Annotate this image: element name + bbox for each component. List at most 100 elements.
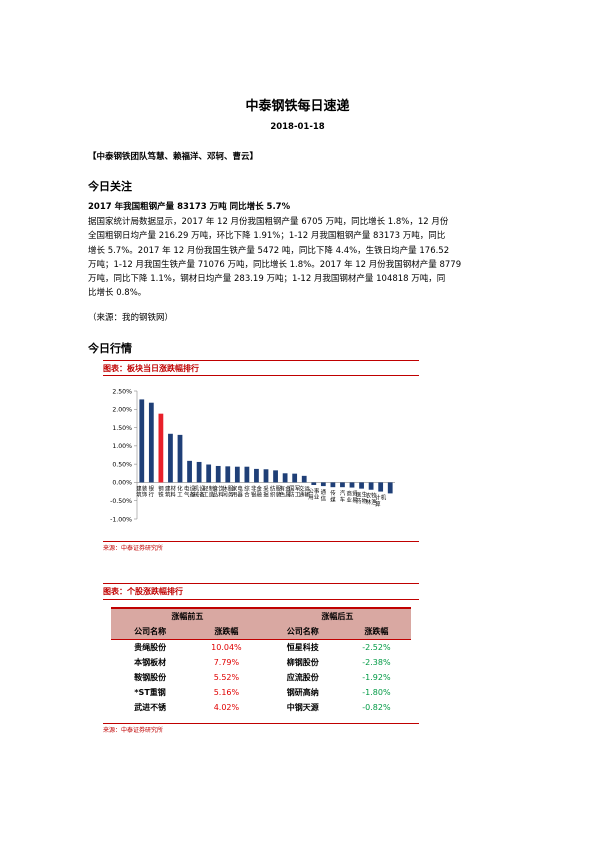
table-row: 武进不锈 4.02% 中钢天源 -0.82% (111, 700, 411, 715)
x-tick-label: 汽车 (340, 489, 346, 503)
sector-bar-chart: -1.00% -0.50% 0.00% 0.50% 1.00% 1.50% 2.00% 2.5… (110, 388, 395, 523)
x-tick-label: 建筑装饰 (136, 484, 148, 498)
figure-source: 来源：中泰证券研究所 (103, 545, 164, 552)
x-tick-label: 非银金融 (251, 484, 263, 498)
figure-top-rule (103, 583, 419, 584)
bar-9 (215, 465, 221, 483)
top-company-name: 贵绳股份 (134, 643, 167, 652)
bar-14 (263, 469, 269, 483)
bottom-company-name: 中钢天源 (286, 703, 319, 712)
news-source: （来源：我的钢铁网） (88, 313, 174, 323)
bar-5 (177, 434, 183, 483)
bar-4 (168, 433, 173, 483)
x-tick-label: 交通运输 (299, 484, 311, 498)
bar-21 (330, 482, 336, 488)
top-company-name: 武进不锈 (134, 703, 167, 712)
y-tick-label: 0.00% (112, 480, 132, 487)
x-tick-label: 商业贸易 (347, 490, 359, 504)
x-tick-label: 纺织服装 (270, 484, 282, 498)
report-title: 中泰钢铁每日速递 (245, 99, 350, 114)
x-tick-label: 食品饮料 (213, 484, 225, 498)
figure-caption: 图表：板块当日涨跌幅排行 (103, 364, 199, 373)
x-tick-label: 国防军工 (289, 485, 301, 498)
bar-19 (311, 482, 317, 485)
y-tick-label: 2.00% (112, 407, 132, 414)
top-company-change: 7.79% (213, 658, 240, 667)
figure-source: 来源：中泰证券研究所 (103, 727, 164, 734)
bar-3 (158, 413, 164, 483)
bar-2 (148, 402, 154, 483)
y-tick-label: 2.50% (112, 388, 132, 395)
bar-18 (301, 475, 307, 483)
bottom-company-change: -1.92% (362, 673, 391, 682)
bar-12 (244, 466, 250, 483)
bar-13 (254, 468, 259, 483)
bar-1 (139, 399, 145, 483)
top-company-change: 4.02% (213, 703, 240, 712)
x-tick-label: 有色金属 (280, 484, 292, 498)
bottom-company-name: 恒星科技 (286, 643, 319, 652)
figure-top-rule (103, 360, 419, 361)
report-date: 2018-01-18 (270, 122, 325, 132)
bar-24 (359, 482, 364, 489)
x-tick-label: 银行 (149, 484, 155, 498)
table-row: 贵绳股份 10.04% 恒星科技 -2.52% (111, 640, 411, 656)
sector-chart-figure: 图表：板块当日涨跌幅排行 -1.00% -0.50% 0.00% 0.50% 1.00%… (103, 360, 419, 552)
y-tick-label: -0.50% (110, 498, 132, 505)
x-tick-label: 钢铁 (158, 484, 164, 498)
x-tick-label: 休闲服务 (222, 484, 234, 498)
top-five-header: 涨幅前五 (111, 607, 264, 624)
y-tick-label: -1.00% (110, 516, 132, 523)
figure-bottom-rule (103, 541, 419, 542)
news-line: 据国家统计局数据显示，2017 年 12 月份我国粗钢产量 6705 万吨，同比… (88, 217, 449, 227)
news-line: 比增长 0.8%。 (88, 288, 147, 299)
table-row: 本钢板材 7.79% 柳钢股份 -2.38% (111, 655, 411, 670)
figure-bottom-rule (103, 723, 419, 724)
bar-15 (273, 470, 278, 483)
bottom-company-change: -1.80% (362, 688, 391, 697)
table-column-header-row: 公司名称 涨跌幅 公司名称 涨跌幅 (111, 624, 411, 640)
figure-caption: 图表：个股涨跌幅排行 (103, 587, 183, 596)
x-tick-label: 化工 (177, 484, 183, 498)
col-company-header: 公司名称 (263, 624, 342, 640)
news-body: 据国家统计局数据显示，2017 年 12 月份我国粗钢产量 6705 万吨，同比… (88, 215, 508, 301)
bottom-company-change: -2.52% (362, 643, 391, 652)
news-line: 万吨，同比下降 1.1%，钢材日均产量 283.19 万吨；1-12 月我国钢材… (88, 274, 446, 285)
news-headline: 2017 年我国粗钢产量 83173 万吨 同比增长 5.7% (88, 202, 291, 212)
news-line: 全国粗钢日均产量 216.29 万吨，环比下降 1.91%；1-12 月我国粗钢… (88, 231, 446, 242)
col-company-header: 公司名称 (111, 624, 190, 640)
bar-23 (349, 482, 355, 488)
bar-8 (206, 464, 212, 483)
top-company-name: *ST重钢 (134, 688, 166, 697)
x-tick-label: 采掘 (263, 484, 269, 498)
section-title-today-focus: 今日关注 (88, 180, 132, 193)
table-group-header-row: 涨幅前五 涨幅后五 (111, 607, 411, 624)
x-tick-label: 传媒 (330, 489, 336, 503)
y-tick-label: 0.50% (112, 461, 132, 468)
top-company-change: 10.04% (211, 643, 242, 652)
table-row: 鞍钢股份 5.52% 应流股份 -1.92% (111, 670, 411, 685)
x-tick-label: 轻工制造 (203, 484, 215, 498)
top-company-change: 5.16% (213, 688, 240, 697)
authors-line: 【中泰钢铁团队笃慧、赖福洋、邓轲、曹云】 (88, 152, 259, 162)
table-row: *ST重钢 5.16% 钢研高纳 -1.80% (111, 685, 411, 700)
bar-16 (282, 473, 288, 483)
bar-22 (340, 482, 345, 488)
col-change-header: 涨跌幅 (341, 624, 411, 640)
top-company-name: 本钢板材 (134, 658, 167, 667)
x-tick-label: 建筑材料 (165, 484, 177, 498)
top-company-change: 5.52% (213, 673, 240, 682)
y-tick-label: 1.50% (112, 425, 132, 432)
bottom-company-change: -0.82% (362, 703, 391, 712)
bottom-five-header: 涨幅后五 (263, 607, 411, 624)
y-tick-label: 1.00% (112, 443, 132, 450)
bar-20 (320, 482, 326, 487)
stock-ranking-table: 涨幅前五 涨幅后五 公司名称 涨跌幅 公司名称 涨跌幅 贵绳股份 10.04% … (111, 607, 411, 715)
x-tick-label: 医药生物 (356, 491, 368, 505)
bar-27 (387, 482, 393, 494)
bottom-company-name: 柳钢股份 (286, 658, 319, 667)
figure-caption-rule (103, 375, 419, 376)
x-tick-label: 机械设备 (194, 484, 206, 498)
bar-17 (292, 473, 298, 483)
x-tick-label: 通信 (321, 488, 327, 502)
